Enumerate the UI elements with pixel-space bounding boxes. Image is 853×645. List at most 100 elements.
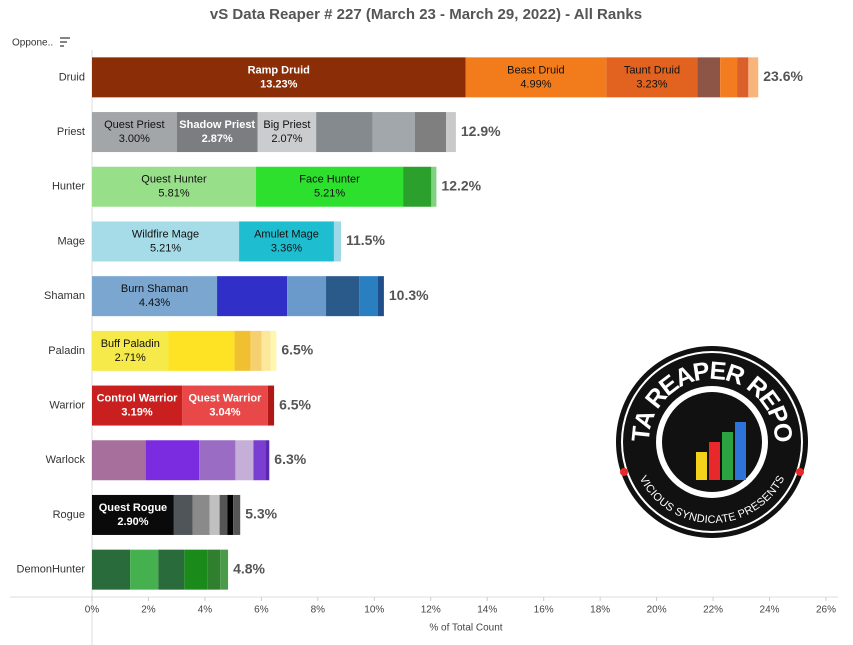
segment-name: Amulet Mage — [254, 228, 319, 240]
segment-value-label: 2.71% — [115, 352, 146, 364]
bar-segment — [235, 440, 254, 481]
bar-segment — [217, 276, 288, 317]
bar-segment — [92, 330, 169, 371]
bar-segment — [606, 57, 698, 98]
segment-name: Ramp Druid — [248, 64, 310, 76]
segment-value-label: 5.21% — [150, 242, 181, 254]
bar-segment — [92, 57, 466, 98]
segment-value-label: 2.90% — [117, 516, 148, 528]
x-tick-label: 24% — [760, 605, 780, 616]
segment-name: Quest Priest — [104, 119, 165, 131]
segment-value-label: 3.36% — [271, 242, 302, 254]
segment-value-label: 13.23% — [260, 78, 298, 90]
total-label: 10.3% — [389, 287, 429, 303]
bar-segment — [287, 276, 327, 317]
bar-segment — [168, 330, 235, 371]
segment-value-label: 2.07% — [271, 133, 302, 145]
y-tick-label: Mage — [57, 235, 85, 247]
segment-value-label: 3.23% — [636, 78, 667, 90]
bar-segment — [145, 440, 200, 481]
x-tick-label: 18% — [590, 605, 610, 616]
bar-segment — [207, 549, 221, 590]
bar-segment — [239, 221, 334, 262]
x-tick-label: 10% — [364, 605, 384, 616]
bar-segment — [92, 385, 183, 426]
x-tick-label: 4% — [198, 605, 213, 616]
bar-segment — [697, 57, 721, 98]
segment-value-label: 4.99% — [520, 78, 551, 90]
segment-value-label: 3.19% — [121, 406, 152, 418]
segment-name: Face Hunter — [299, 174, 360, 186]
sort-icon[interactable] — [60, 37, 70, 47]
segment-name: Control Warrior — [97, 392, 179, 404]
total-label: 12.9% — [461, 123, 501, 139]
x-axis-title: % of Total Count — [429, 623, 502, 634]
bar-segment — [720, 57, 738, 98]
logo: DATA REAPER REPORT VICIOUS SYNDICATE PRE… — [616, 346, 808, 538]
total-label: 23.6% — [763, 68, 803, 84]
y-tick-label: Rogue — [53, 509, 85, 521]
segment-name: Quest Warrior — [188, 392, 262, 404]
x-tick-label: 12% — [421, 605, 441, 616]
bar-segment — [92, 549, 131, 590]
x-tick-label: 8% — [311, 605, 326, 616]
bar-segment — [92, 440, 146, 481]
bar-segment — [182, 385, 268, 426]
bar-segment — [359, 276, 378, 317]
bar-segment — [92, 221, 240, 262]
segment-name: Quest Rogue — [99, 502, 167, 514]
segment-name: Taunt Druid — [624, 64, 680, 76]
bar-segment — [253, 440, 266, 481]
segment-value-label: 2.87% — [202, 133, 233, 145]
bar-segment — [199, 440, 236, 481]
bar-segment — [233, 494, 241, 535]
y-tick-label: Paladin — [48, 345, 85, 357]
segment-name: Quest Hunter — [141, 174, 207, 186]
bar-segment — [92, 112, 177, 153]
chart-title: vS Data Reaper # 227 (March 23 - March 2… — [210, 6, 642, 23]
bar-segment — [219, 494, 228, 535]
bar-segment — [431, 166, 437, 207]
x-tick-label: 0% — [85, 605, 100, 616]
y-tick-label: Priest — [57, 126, 85, 138]
segment-value-label: 3.04% — [209, 406, 240, 418]
bar-segment — [267, 385, 275, 426]
x-tick-label: 16% — [534, 605, 554, 616]
bar-segment — [92, 166, 257, 207]
bar-segment — [173, 494, 193, 535]
total-label: 5.3% — [245, 506, 277, 522]
bar-segment — [261, 330, 271, 371]
segment-value-label: 4.43% — [139, 297, 170, 309]
bar-segment — [92, 276, 218, 317]
bar-segment — [220, 549, 229, 590]
y-tick-label: DemonHunter — [17, 564, 86, 576]
x-tick-label: 20% — [647, 605, 667, 616]
x-tick-label: 14% — [477, 605, 497, 616]
total-label: 6.5% — [279, 396, 311, 412]
total-label: 6.3% — [274, 451, 306, 467]
y-tick-label: Druid — [59, 71, 85, 83]
bar-segment — [748, 57, 759, 98]
bar-segment — [316, 112, 373, 153]
bar-segment — [446, 112, 456, 153]
bar-segment — [92, 494, 174, 535]
bar-segment — [130, 549, 159, 590]
bar-segment — [737, 57, 749, 98]
y-tick-label: Shaman — [44, 290, 85, 302]
x-tick-label: 6% — [254, 605, 269, 616]
bar-segment — [270, 330, 277, 371]
bar-segment — [256, 166, 404, 207]
bar-segment — [403, 166, 432, 207]
y-tick-label: Warlock — [46, 454, 86, 466]
total-label: 4.8% — [233, 560, 265, 576]
y-tick-label: Warrior — [49, 399, 85, 411]
bar-segment — [250, 330, 262, 371]
segment-name: Beast Druid — [507, 64, 564, 76]
segment-name: Buff Paladin — [101, 338, 160, 350]
bars: 0% 2% 4% 6% 8% 10% 12% 14% 16% 18% 20% 22% 24% 26% Dru… — [17, 57, 836, 616]
bar-segment — [209, 494, 220, 535]
y-tick-label: Hunter — [52, 181, 85, 193]
bar-segment — [176, 112, 258, 153]
x-tick-label: 22% — [703, 605, 723, 616]
